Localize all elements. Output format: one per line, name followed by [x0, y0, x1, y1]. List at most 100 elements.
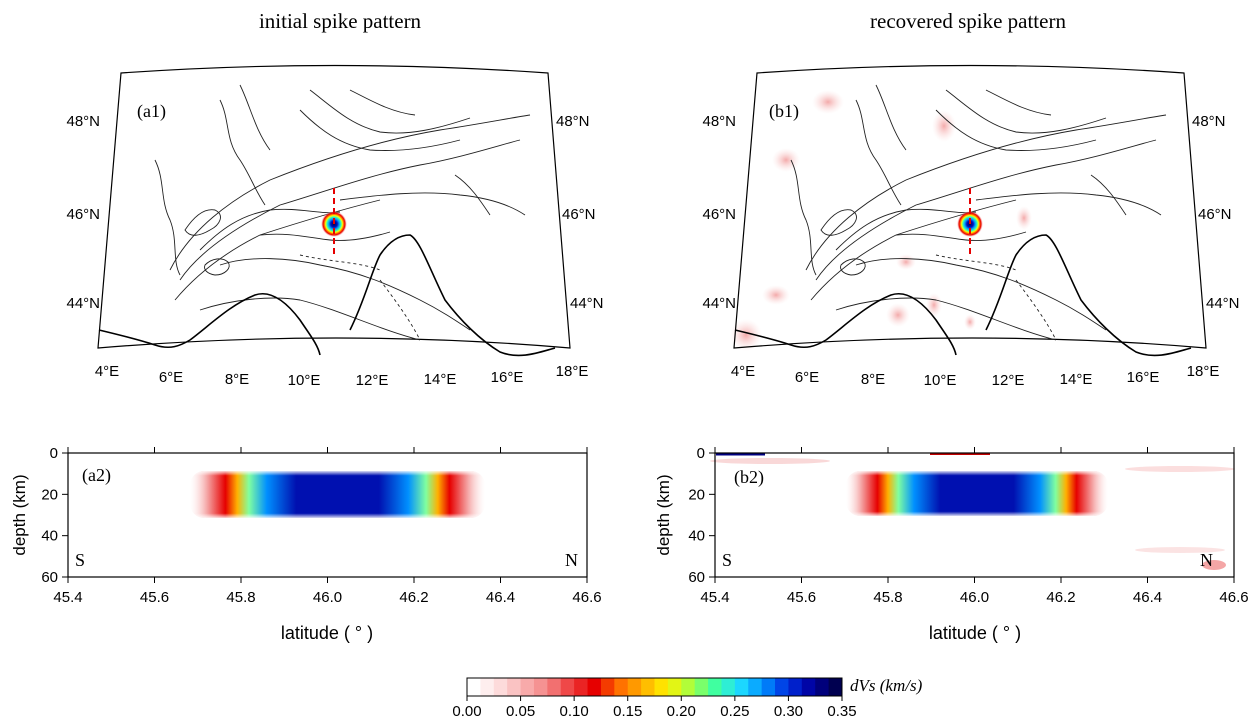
lat-tick: 48°N: [556, 113, 590, 130]
colorbar-swatch: [641, 678, 655, 696]
x-tick-label: 45.4: [53, 589, 82, 606]
colorbar-swatch: [507, 678, 522, 696]
panel-label-b1: (b1): [769, 101, 799, 122]
lon-tick: 18°E: [556, 363, 589, 380]
panel-label-b2: (b2): [734, 467, 764, 488]
x-tick-label: 45.6: [787, 589, 816, 606]
artifact-streak: [1125, 466, 1235, 472]
colorbar-swatch: [775, 678, 789, 696]
x-tick-label: 46.2: [399, 589, 428, 606]
colorbar-swatch: [788, 678, 803, 696]
lon-tick: 14°E: [424, 371, 457, 388]
y-tick-label: 60: [688, 569, 705, 586]
lat-tick: 46°N: [1198, 206, 1232, 223]
colorbar-swatch: [761, 678, 776, 696]
y-tick-label: 0: [50, 445, 58, 462]
section-ticks-y: 0 20 40 60: [41, 445, 68, 586]
colorbar-swatch: [734, 678, 749, 696]
colorbar-tick-label: 0.05: [506, 703, 535, 720]
colorbar-swatch: [600, 678, 615, 696]
lon-tick: 12°E: [992, 372, 1025, 389]
x-tick-label: 45.8: [226, 589, 255, 606]
title-left: initial spike pattern: [259, 9, 422, 33]
coastline: [734, 234, 1192, 357]
colorbar-ticks: 0.00 0.05 0.10 0.15 0.20 0.25 0.30 0.35: [452, 696, 857, 720]
colorbar-swatch: [694, 678, 709, 696]
colorbar-swatch: [574, 678, 589, 696]
map-panel-b1: (b1) 48°N 46°N 44°N 48°N 46°N 44°N 4°E 6…: [702, 64, 1240, 389]
lon-tick: 6°E: [159, 369, 183, 386]
x-tick-label: 46.0: [960, 589, 989, 606]
lat-tick: 44°N: [66, 295, 100, 312]
colorbar-swatches: [467, 678, 843, 696]
section-panel-b2: 45.4 45.6 45.8 46.0 46.2 46.4 46.6 0 20 40 60 (b2…: [654, 445, 1249, 643]
colorbar-tick-label: 0.20: [667, 703, 696, 720]
section-ticks-x: 45.4 45.6 45.8 46.0 46.2 46.4 46.6: [53, 447, 602, 606]
colorbar-swatch: [587, 678, 602, 696]
lon-tick: 4°E: [731, 363, 755, 380]
section-ticks-x: 45.4 45.6 45.8 46.0 46.2 46.4 46.6: [700, 447, 1249, 606]
north-label: N: [1200, 550, 1213, 570]
x-tick-label: 46.6: [1219, 589, 1248, 606]
artifact-blob: [932, 110, 956, 142]
colorbar-swatch: [547, 678, 562, 696]
map-panel-a1: (a1) 48°N 46°N 44°N 48°N 46°N 44°N 4°E 6…: [66, 64, 604, 389]
lat-tick: 46°N: [562, 206, 596, 223]
x-axis-label: latitude ( ° ): [281, 623, 373, 643]
colorbar-label: dVs (km/s): [850, 676, 923, 695]
lon-ticks: 4°E 6°E 8°E 10°E 12°E 14°E 16°E 18°E: [95, 363, 589, 389]
recovery-artifacts: [730, 90, 1032, 351]
y-tick-label: 20: [41, 486, 58, 503]
colorbar-swatch: [654, 678, 669, 696]
lon-tick: 18°E: [1187, 363, 1220, 380]
colorbar-swatch: [708, 678, 722, 696]
title-right: recovered spike pattern: [870, 9, 1066, 33]
colorbar-swatch: [681, 678, 696, 696]
lat-ticks-right: 48°N 46°N 44°N: [1192, 113, 1240, 312]
x-tick-label: 45.4: [700, 589, 729, 606]
y-axis-label: depth (km): [10, 474, 29, 555]
lon-tick: 16°E: [1127, 369, 1160, 386]
lon-tick: 10°E: [924, 372, 957, 389]
colorbar-swatch: [560, 678, 575, 696]
x-tick-label: 45.6: [140, 589, 169, 606]
y-tick-label: 60: [41, 569, 58, 586]
lat-tick: 44°N: [1206, 295, 1240, 312]
lat-tick: 48°N: [1192, 113, 1226, 130]
lat-tick: 46°N: [66, 206, 100, 223]
colorbar-swatch: [614, 678, 629, 696]
artifact-blob: [772, 148, 800, 172]
lat-ticks-left: 48°N 46°N 44°N: [66, 113, 100, 312]
colorbar-tick-label: 0.35: [827, 703, 856, 720]
geology-lines: [154, 84, 531, 341]
colorbar-swatch: [467, 678, 481, 696]
lat-tick: 44°N: [570, 295, 604, 312]
y-tick-label: 0: [697, 445, 705, 462]
y-tick-label: 40: [688, 528, 705, 545]
south-label: S: [722, 550, 732, 570]
colorbar-swatch: [828, 678, 843, 696]
panel-label-a2: (a2): [82, 465, 111, 486]
panel-label-a1: (a1): [137, 101, 166, 122]
artifact-blob: [1016, 206, 1032, 230]
colorbar-swatch: [493, 678, 508, 696]
colorbar-swatch: [533, 678, 548, 696]
colorbar-tick-label: 0.15: [613, 703, 642, 720]
lon-tick: 10°E: [288, 372, 321, 389]
x-tick-label: 46.4: [486, 589, 515, 606]
lat-tick: 46°N: [702, 206, 736, 223]
x-tick-label: 46.6: [572, 589, 601, 606]
colorbar-swatch: [627, 678, 642, 696]
x-tick-label: 46.0: [313, 589, 342, 606]
colorbar-tick-label: 0.30: [774, 703, 803, 720]
colorbar-swatch: [480, 678, 495, 696]
colorbar-tick-label: 0.10: [560, 703, 589, 720]
artifact-blob: [730, 319, 762, 351]
y-axis-label: depth (km): [654, 474, 673, 555]
lat-tick: 44°N: [702, 295, 736, 312]
lon-tick: 8°E: [861, 371, 885, 388]
y-tick-label: 20: [688, 486, 705, 503]
artifact-streak: [1135, 547, 1225, 553]
geology-lines: [790, 84, 1167, 341]
artifact-blob: [762, 285, 790, 305]
